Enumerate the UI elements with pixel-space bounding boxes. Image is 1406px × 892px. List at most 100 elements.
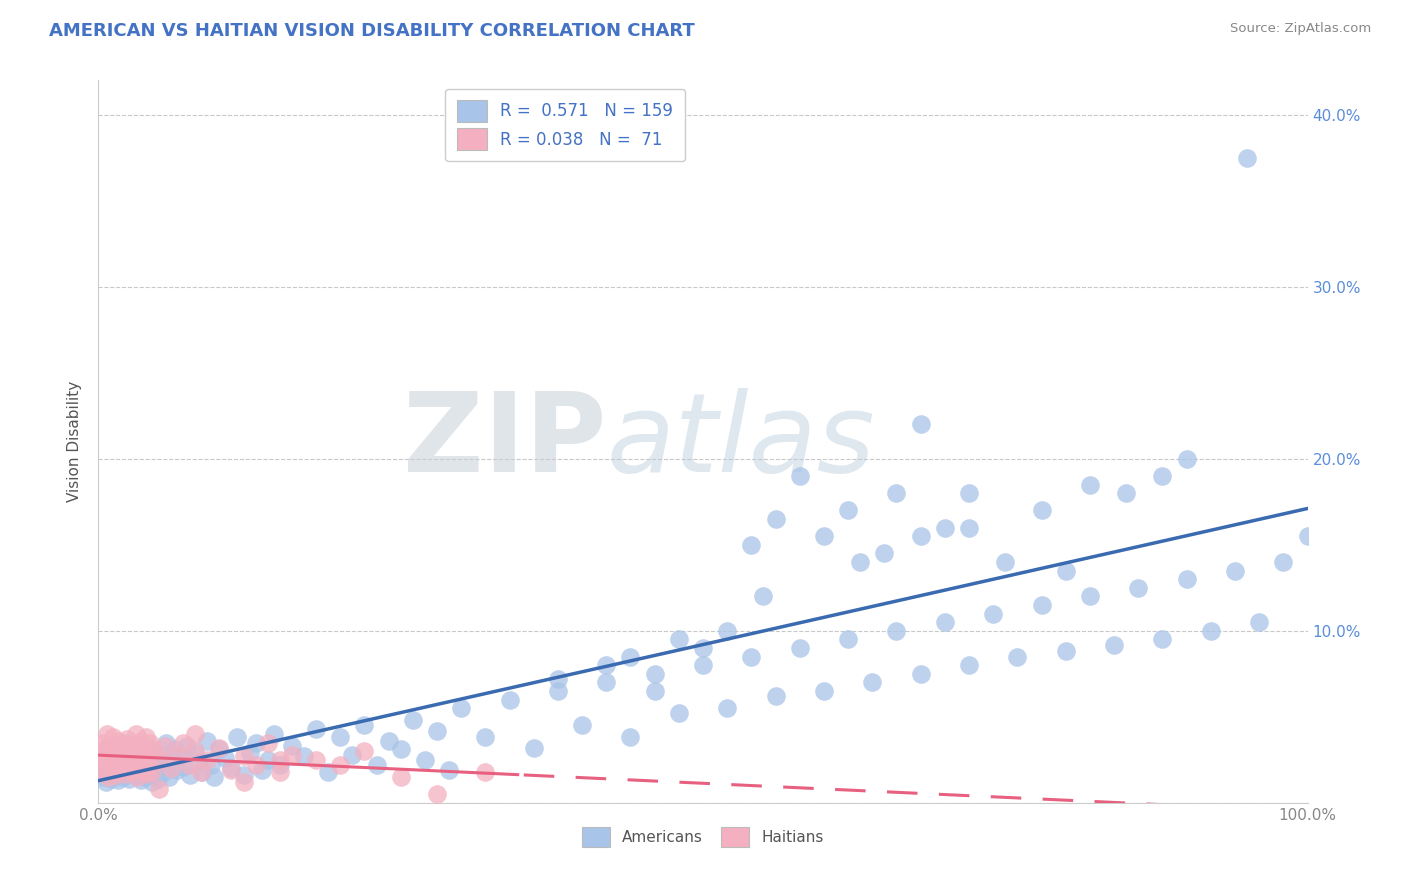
Point — [100, 761, 122, 775]
Point — [125, 727, 148, 741]
Text: atlas: atlas — [606, 388, 875, 495]
Point — [108, 751, 131, 765]
Point — [134, 770, 156, 784]
Point — [1031, 503, 1053, 517]
Point — [957, 520, 980, 534]
Point — [124, 749, 146, 764]
Point — [232, 749, 254, 764]
Point — [103, 739, 125, 753]
Point — [91, 770, 114, 784]
Point — [135, 744, 157, 758]
Point — [118, 761, 141, 775]
Point — [190, 764, 212, 779]
Point — [120, 758, 142, 772]
Point — [1152, 469, 1174, 483]
Point — [1007, 649, 1029, 664]
Point — [94, 753, 117, 767]
Point — [239, 746, 262, 760]
Point — [127, 770, 149, 784]
Point — [136, 755, 159, 769]
Point — [176, 739, 198, 753]
Point — [366, 758, 388, 772]
Point — [789, 469, 811, 483]
Point — [195, 753, 218, 767]
Point — [1223, 564, 1246, 578]
Point — [127, 746, 149, 760]
Point — [141, 775, 163, 789]
Point — [98, 742, 121, 756]
Text: ZIP: ZIP — [404, 388, 606, 495]
Point — [127, 766, 149, 780]
Point — [145, 753, 167, 767]
Point — [115, 763, 138, 777]
Point — [100, 749, 122, 764]
Point — [256, 753, 278, 767]
Point — [595, 675, 617, 690]
Point — [93, 742, 115, 756]
Point — [91, 758, 114, 772]
Point — [179, 768, 201, 782]
Point — [353, 744, 375, 758]
Point — [96, 753, 118, 767]
Point — [765, 512, 787, 526]
Point — [474, 731, 496, 745]
Point — [200, 758, 222, 772]
Y-axis label: Vision Disability: Vision Disability — [67, 381, 83, 502]
Point — [837, 503, 859, 517]
Point — [120, 753, 142, 767]
Point — [94, 775, 117, 789]
Point — [148, 782, 170, 797]
Point — [184, 727, 207, 741]
Point — [122, 739, 145, 753]
Point — [97, 763, 120, 777]
Point — [155, 735, 177, 749]
Point — [135, 763, 157, 777]
Point — [89, 747, 111, 762]
Point — [160, 761, 183, 775]
Point — [93, 747, 115, 762]
Point — [740, 649, 762, 664]
Point — [716, 701, 738, 715]
Point — [668, 706, 690, 721]
Point — [112, 747, 135, 762]
Point — [108, 747, 131, 762]
Point — [413, 753, 436, 767]
Point — [269, 753, 291, 767]
Point — [142, 742, 165, 756]
Point — [139, 740, 162, 755]
Text: Source: ZipAtlas.com: Source: ZipAtlas.com — [1230, 22, 1371, 36]
Point — [263, 727, 285, 741]
Point — [910, 666, 932, 681]
Point — [402, 713, 425, 727]
Point — [105, 755, 128, 769]
Point — [122, 742, 145, 756]
Point — [110, 758, 132, 772]
Point — [97, 770, 120, 784]
Point — [101, 764, 124, 779]
Point — [187, 755, 209, 769]
Text: AMERICAN VS HAITIAN VISION DISABILITY CORRELATION CHART: AMERICAN VS HAITIAN VISION DISABILITY CO… — [49, 22, 695, 40]
Point — [118, 742, 141, 756]
Point — [107, 734, 129, 748]
Point — [981, 607, 1004, 621]
Point — [1175, 572, 1198, 586]
Point — [139, 735, 162, 749]
Point — [121, 764, 143, 779]
Point — [1078, 590, 1101, 604]
Point — [152, 764, 174, 779]
Point — [250, 763, 273, 777]
Point — [128, 756, 150, 771]
Point — [474, 764, 496, 779]
Point — [127, 761, 149, 775]
Point — [111, 740, 134, 755]
Point — [129, 773, 152, 788]
Point — [957, 486, 980, 500]
Point — [124, 768, 146, 782]
Point — [994, 555, 1017, 569]
Point — [789, 640, 811, 655]
Point — [329, 758, 352, 772]
Point — [232, 768, 254, 782]
Point — [1031, 598, 1053, 612]
Point — [112, 766, 135, 780]
Point — [316, 764, 339, 779]
